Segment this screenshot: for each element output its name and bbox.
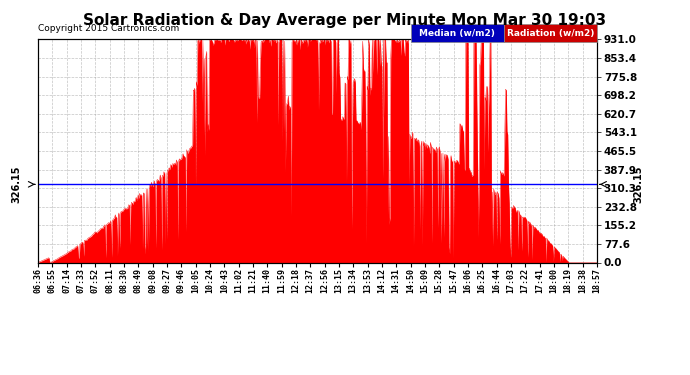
Text: Median (w/m2): Median (w/m2) — [420, 29, 495, 38]
Text: Copyright 2015 Cartronics.com: Copyright 2015 Cartronics.com — [38, 24, 179, 33]
Text: 326.15: 326.15 — [634, 166, 644, 203]
Text: 326.15: 326.15 — [12, 166, 21, 203]
Text: Solar Radiation & Day Average per Minute Mon Mar 30 19:03: Solar Radiation & Day Average per Minute… — [83, 13, 607, 28]
Text: Radiation (w/m2): Radiation (w/m2) — [506, 29, 594, 38]
